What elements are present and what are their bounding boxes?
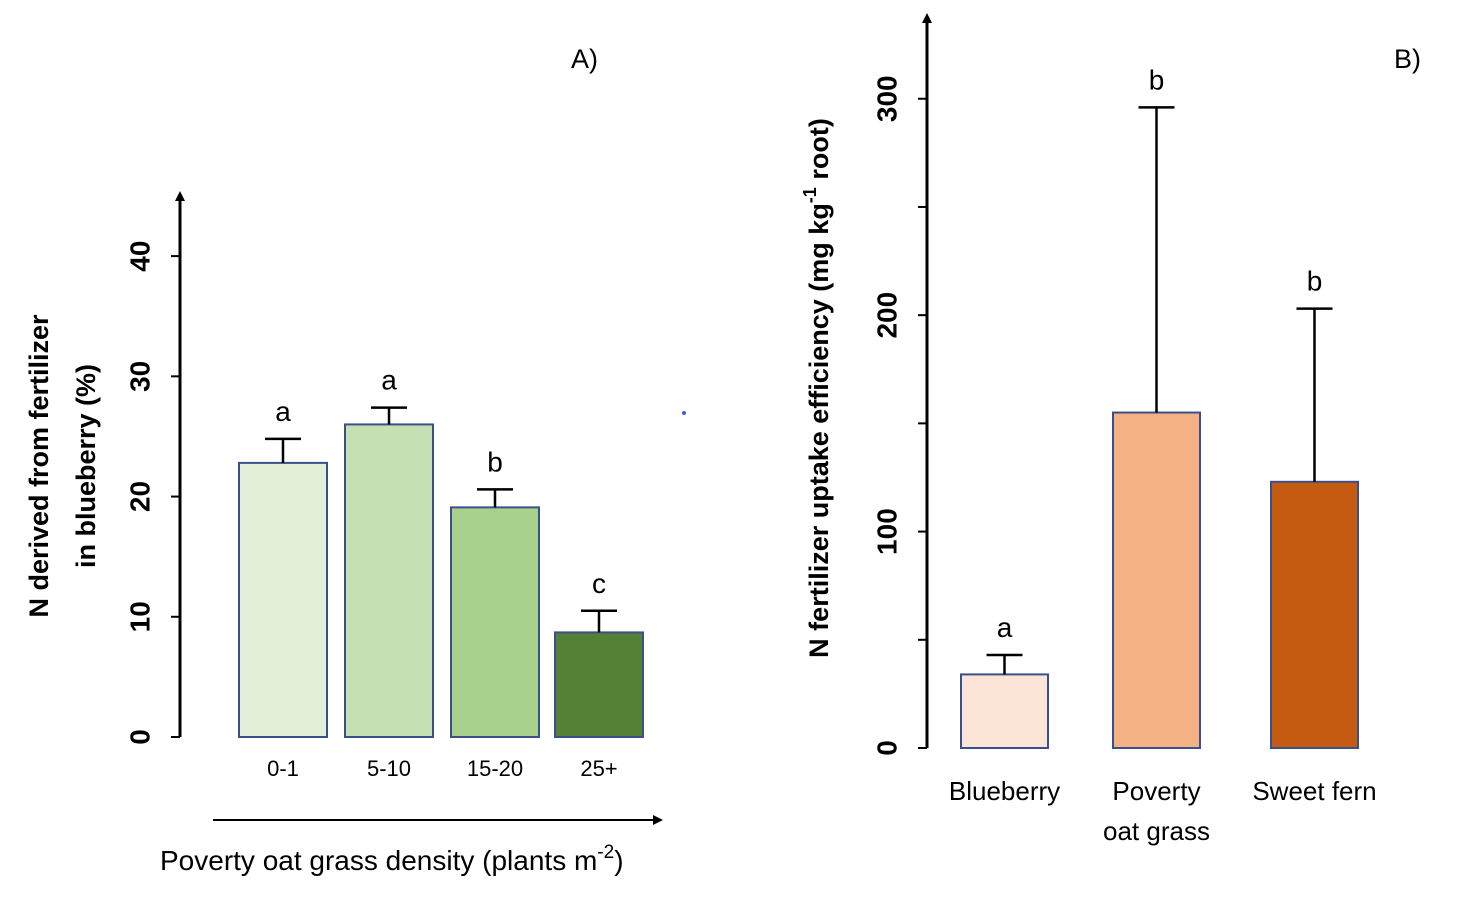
b-bar (1112, 411, 1201, 749)
a-y-tick-label: 40 (124, 241, 155, 272)
a-y-tick-label: 0 (124, 729, 155, 745)
panel-a-y-title: N derived from fertilizer (24, 314, 54, 618)
a-y-tick-label: 20 (124, 481, 155, 512)
panel-b-y-title: N fertilizer uptake efficiency (mg kg-1 … (800, 118, 834, 658)
b-significance-letter: b (1149, 64, 1165, 95)
a-bar (554, 631, 644, 739)
b-category-label: Sweet fern (1252, 776, 1376, 806)
panel-b-label: B) (1394, 44, 1421, 74)
b-y-tick-label: 300 (871, 75, 902, 122)
panel-b-y-ticks: 0 100 200 300 (871, 75, 927, 756)
stray-dot (682, 411, 686, 415)
chart-panel-b: B) 0 100 200 300 a b b Blueberry Poverty oat gr… (800, 13, 1421, 846)
a-significance-letter: a (381, 365, 397, 396)
b-y-tick-label: 100 (871, 508, 902, 555)
a-bar (450, 506, 540, 738)
panel-a-y-title-line2: in blueberry (%) (71, 364, 101, 568)
b-bar (960, 673, 1049, 749)
b-category-label: oat grass (1103, 816, 1210, 846)
a-significance-letter: c (592, 568, 606, 599)
a-category-label: 0-1 (267, 756, 299, 781)
chart-panel-a: A) 0 10 20 30 40 a a b c 0-1 5-10 15-20 25+ N deri… (24, 44, 663, 876)
a-y-tick-label: 10 (124, 601, 155, 632)
b-bar (1270, 480, 1359, 749)
b-significance-letter: b (1307, 266, 1323, 297)
panel-b-bars: a b b (960, 64, 1359, 749)
b-y-tick-label: 200 (871, 292, 902, 339)
a-category-label: 25+ (580, 756, 617, 781)
a-bar (344, 423, 434, 738)
panel-a-bars: a a b c (238, 365, 644, 739)
a-bar (238, 461, 328, 738)
b-category-label: Poverty (1112, 776, 1200, 806)
b-significance-letter: a (997, 612, 1013, 643)
a-y-tick-label: 30 (124, 361, 155, 392)
a-significance-letter: b (487, 446, 503, 477)
panel-a-label: A) (571, 44, 598, 74)
b-category-label: Blueberry (949, 776, 1060, 806)
b-y-tick-label: 0 (871, 740, 902, 756)
panel-b-x-tick-labels: Blueberry Poverty oat grass Sweet fern (949, 776, 1377, 846)
a-significance-letter: a (275, 396, 291, 427)
a-category-label: 15-20 (467, 756, 523, 781)
panel-a-y-ticks: 0 10 20 30 40 (124, 241, 180, 745)
panel-a-x-title: Poverty oat grass density (plants m-2) (160, 842, 624, 876)
panel-a-x-tick-labels: 0-1 5-10 15-20 25+ (267, 756, 618, 781)
a-category-label: 5-10 (367, 756, 411, 781)
